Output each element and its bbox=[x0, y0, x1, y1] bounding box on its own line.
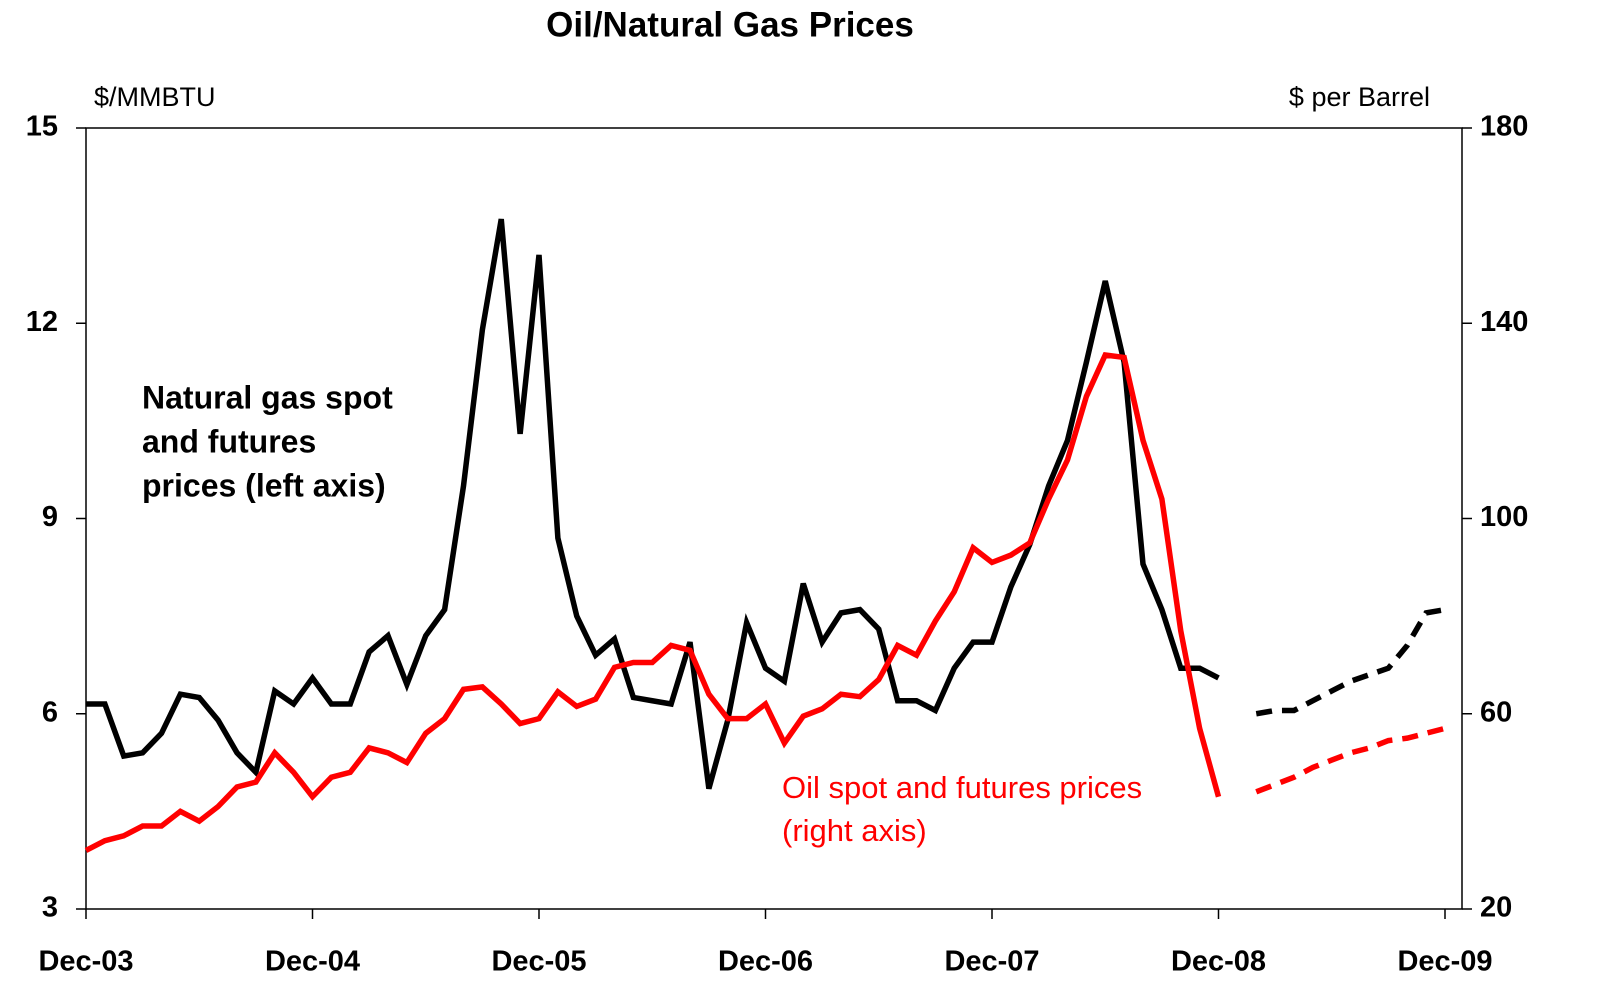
x-tick-label: Dec-07 bbox=[944, 946, 1039, 978]
y-tick-label: 6 bbox=[42, 696, 58, 728]
y-axis-label: $/MMBTU bbox=[94, 82, 216, 112]
x-tick-label: Dec-08 bbox=[1171, 946, 1266, 978]
annotation: (right axis) bbox=[782, 813, 927, 848]
series-line bbox=[1255, 725, 1446, 795]
series-line bbox=[84, 351, 1222, 853]
y2-tick-label: 60 bbox=[1480, 696, 1512, 728]
y-tick-label: 3 bbox=[42, 892, 58, 924]
x-tick-label: Dec-05 bbox=[491, 946, 586, 978]
annotation: Oil spot and futures prices bbox=[782, 770, 1142, 805]
x-tick-label: Dec-04 bbox=[265, 946, 360, 978]
x-tick-label: Dec-09 bbox=[1397, 946, 1492, 978]
series-line bbox=[1255, 606, 1446, 717]
y-tick-label: 15 bbox=[26, 111, 58, 143]
chart-title: Oil/Natural Gas Prices bbox=[546, 5, 914, 44]
plot-frame bbox=[85, 127, 1463, 910]
y2-tick-label: 140 bbox=[1480, 306, 1528, 338]
y-tick-label: 9 bbox=[42, 501, 58, 533]
annotation: Natural gas spot bbox=[142, 379, 393, 415]
y2-tick-label: 100 bbox=[1480, 501, 1528, 533]
y2-tick-label: 180 bbox=[1480, 111, 1528, 143]
x-tick-label: Dec-03 bbox=[38, 946, 133, 978]
annotation: and futures bbox=[142, 423, 316, 459]
y2-axis-label: $ per Barrel bbox=[1289, 82, 1430, 112]
annotation: prices (left axis) bbox=[142, 467, 386, 503]
y2-tick-label: 20 bbox=[1480, 892, 1512, 924]
x-tick-label: Dec-06 bbox=[718, 946, 813, 978]
y-tick-label: 12 bbox=[26, 306, 58, 338]
